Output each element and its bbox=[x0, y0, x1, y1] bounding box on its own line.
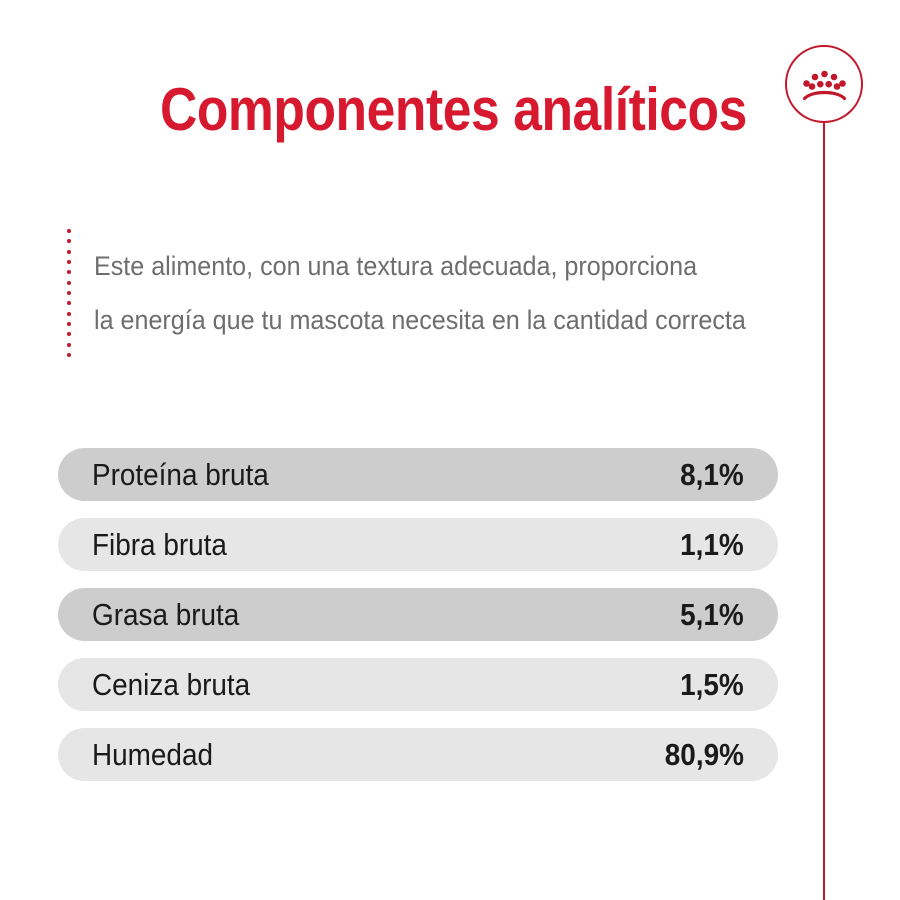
intro-line-1: Este alimento, con una textura adecuada,… bbox=[94, 251, 698, 281]
component-label: Proteína bruta bbox=[92, 456, 269, 492]
component-value: 80,9% bbox=[664, 736, 744, 772]
component-label: Humedad bbox=[92, 736, 213, 772]
components-table: Proteína bruta 8,1% Fibra bruta 1,1% Gra… bbox=[58, 448, 778, 781]
component-label: Grasa bruta bbox=[92, 596, 240, 632]
component-value: 8,1% bbox=[680, 456, 744, 492]
brand-vertical-rule bbox=[823, 123, 825, 900]
component-label: Ceniza bruta bbox=[92, 666, 251, 702]
dotted-vertical-rule-icon bbox=[66, 229, 72, 357]
table-row: Grasa bruta 5,1% bbox=[58, 588, 778, 641]
brand-mark bbox=[785, 45, 865, 900]
component-value: 1,5% bbox=[680, 666, 744, 702]
table-row: Ceniza bruta 1,5% bbox=[58, 658, 778, 711]
page-title: Componentes analíticos bbox=[160, 76, 747, 143]
royal-canin-crown-icon bbox=[802, 70, 847, 101]
component-value: 5,1% bbox=[680, 596, 744, 632]
intro-text: Este alimento, con una textura adecuada,… bbox=[94, 239, 746, 347]
component-label: Fibra bruta bbox=[92, 526, 227, 562]
component-value: 1,1% bbox=[680, 526, 744, 562]
intro-block: Este alimento, con una textura adecuada,… bbox=[58, 225, 798, 360]
table-row: Fibra bruta 1,1% bbox=[58, 518, 778, 571]
table-row: Humedad 80,9% bbox=[58, 728, 778, 781]
table-row: Proteína bruta 8,1% bbox=[58, 448, 778, 501]
intro-line-2: la energía que tu mascota necesita en la… bbox=[94, 305, 746, 335]
brand-circle-outline bbox=[785, 45, 863, 123]
